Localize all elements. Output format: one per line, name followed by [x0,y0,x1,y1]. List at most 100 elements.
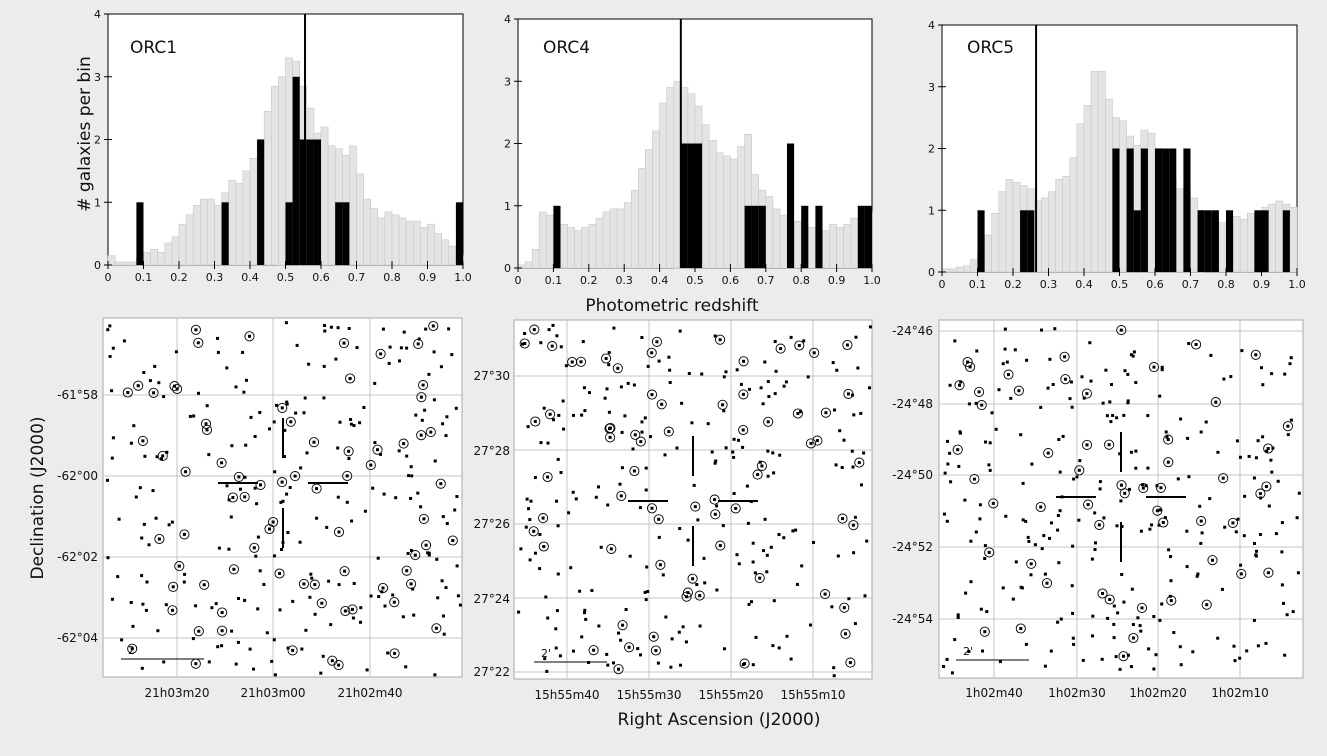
galaxy-point [1253,542,1256,545]
galaxy-in-range-point [1221,476,1225,480]
background-bar [1247,213,1255,273]
galaxy-point [758,460,762,464]
background-bar [1275,200,1284,273]
hist-panel-orc4: ORC4 0 1 2 3 4 0 0.1 0.2 0.3 0.4 0.5 0.6 0.7 0.8 0.9 1.… [504,13,881,287]
galaxy-point [1276,479,1280,483]
galaxy-point [542,406,546,410]
galaxy-point [737,562,741,566]
galaxy-circle-marker [418,513,429,524]
x-tick-label: 0.2 [1004,278,1022,291]
background-bar [1239,219,1248,273]
map-area [513,319,873,680]
galaxy-point [835,368,839,372]
galaxy-point [771,451,775,455]
galaxy-point [1131,354,1135,358]
galaxy-point [840,466,844,469]
y-tick-label: 1 [94,196,101,209]
galaxy-point [243,598,247,602]
galaxy-point [381,327,385,331]
galaxy-point [528,558,532,562]
galaxy-point [1071,636,1075,640]
galaxy-point [1048,536,1051,540]
galaxy-in-range-point [184,470,188,474]
galaxy-in-range-point [1159,486,1163,490]
galaxy-point [646,590,650,593]
galaxy-circle-marker [244,331,255,342]
galaxy-in-range-point [1152,365,1156,369]
galaxy-point [1070,584,1074,588]
dec-tick-label: -24°52 [892,540,933,554]
galaxy-circle-marker [954,380,965,391]
map-area [938,319,1304,679]
galaxy-point [556,457,560,461]
galaxy-point [556,524,560,528]
galaxy-point [272,420,276,424]
galaxy-point [382,492,386,496]
background-bar [991,213,1000,273]
galaxy-point [1069,380,1073,384]
galaxy-point [273,554,276,558]
galaxy-in-range-point [1046,451,1050,455]
galaxy-circle-marker [545,409,556,420]
galaxy-point [1088,341,1092,345]
galaxy-point [1057,561,1061,565]
galaxy-point [956,613,960,617]
galaxy-in-range-point [1101,592,1104,595]
galaxy-in-range-point [1155,509,1159,513]
galaxy-in-range-point [1108,598,1112,601]
galaxy-point [539,341,543,345]
galaxy-circle-marker [805,438,817,449]
galaxy-point [444,434,448,438]
galaxy-point [1126,401,1130,405]
galaxy-in-range-point [202,583,206,587]
galaxy-point [351,616,355,620]
galaxy-point [373,441,377,445]
galaxy-in-range-point [248,334,251,338]
galaxy-circle-marker [687,573,698,584]
galaxy-point [557,413,561,417]
galaxy-point [533,476,537,479]
field-bar [1211,210,1219,273]
galaxy-point [1152,615,1156,618]
galaxy-in-range-point [650,351,654,355]
galaxy-point [838,429,842,433]
background-bar [114,261,123,266]
galaxy-circle-marker [613,664,624,675]
hist-axis-orc4: 0 1 2 3 4 0 0.1 0.2 0.3 0.4 0.5 0.6 0.7 0.8 0.9 1.0 [504,13,881,287]
galaxy-point [1297,491,1301,495]
background-bar [822,230,830,269]
galaxy-point [1269,458,1273,462]
galaxy-circle-marker [193,626,204,637]
galaxy-point [583,608,587,612]
galaxy-circle-marker [343,446,354,457]
galaxy-point [948,451,952,455]
galaxy-point [1091,634,1094,638]
galaxy-circle-marker [1059,351,1070,362]
galaxy-point [410,549,413,552]
galaxy-point [1019,433,1023,437]
galaxy-point [1014,560,1018,564]
galaxy-point [1270,372,1274,376]
map-panel-orc4: 15h55m40 15h55m30 15h55m20 15h55m10 27°3… [473,319,873,702]
galaxy-point [766,449,770,453]
galaxy-point [769,545,773,549]
background-bar [398,217,407,266]
x-tick-label: 0.4 [651,274,669,287]
galaxy-point [1071,611,1074,615]
galaxy-point [401,615,405,619]
galaxy-point [1141,483,1145,487]
x-tick-label: 0.1 [545,274,563,287]
galaxy-point [798,410,802,414]
galaxy-point [394,496,398,500]
galaxy-point [1146,466,1150,470]
galaxy-in-range-point [1239,572,1243,576]
galaxy-in-range-point [126,391,130,394]
background-bar [807,227,816,269]
galaxy-point [338,420,342,424]
galaxy-point [1089,379,1093,383]
galaxy-in-range-point [652,635,656,639]
galaxy-point [153,364,157,368]
background-bar [143,252,151,266]
y-tick-label: 4 [504,13,511,26]
galaxy-in-range-point [1123,491,1127,495]
